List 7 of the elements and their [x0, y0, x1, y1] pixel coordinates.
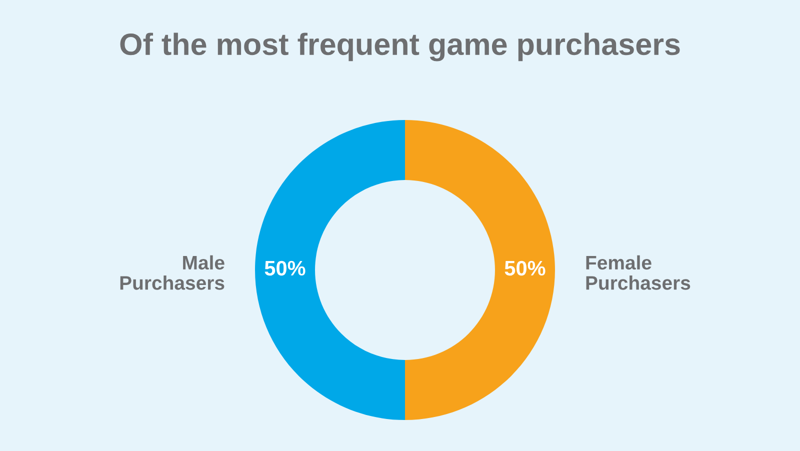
slice-label: Male Purchasers: [120, 255, 224, 290]
data-label: 50%: [504, 260, 546, 276]
data-label: 50%: [264, 260, 306, 276]
chart-title: Of the most frequent game purchasers: [120, 32, 680, 62]
donut-slice: [405, 120, 555, 420]
slice-label: Female Purchasers: [586, 255, 690, 290]
donut-slice: [255, 120, 405, 420]
